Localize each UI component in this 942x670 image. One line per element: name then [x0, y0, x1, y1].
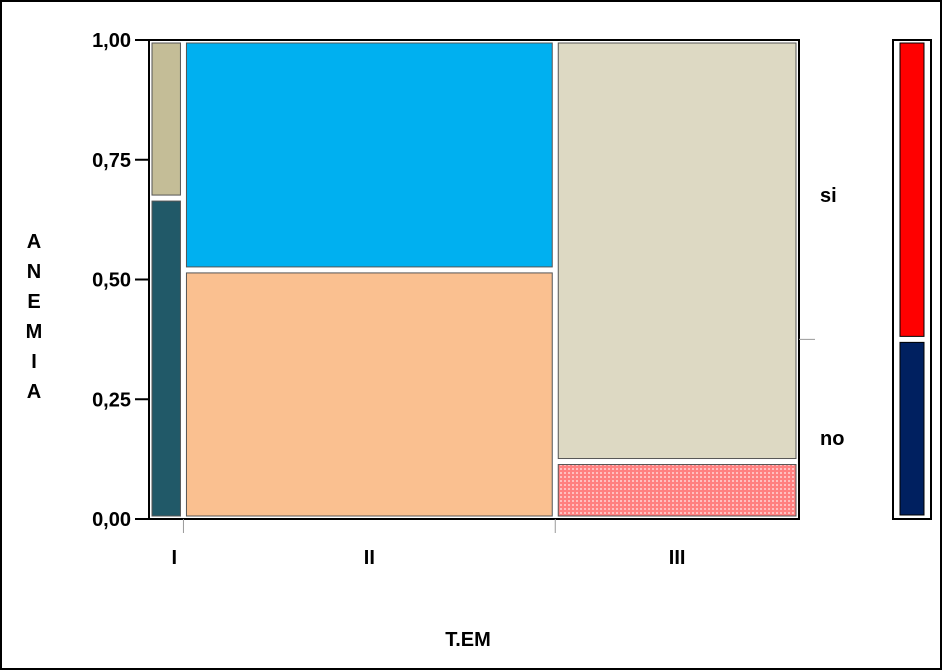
y-axis: 0,00 0,25 0,50 0,75 1,00 — [92, 30, 149, 531]
x-tick-label: II — [364, 547, 375, 569]
tile-iii-si — [557, 42, 797, 460]
y-tick-label: 0,25 — [92, 389, 131, 411]
tile-i-si — [151, 42, 181, 196]
overall-proportion-bar — [892, 39, 932, 520]
overall-bar-si — [899, 42, 925, 337]
y-tick-label: 1,00 — [92, 30, 131, 52]
tile-i-no — [151, 200, 181, 517]
y-tick-label: 0,50 — [92, 270, 131, 292]
tile-ii-si — [185, 42, 553, 268]
tile-ii-no — [185, 272, 553, 517]
x-axis-label: T.EM — [445, 629, 491, 651]
x-tick-label: III — [669, 547, 686, 569]
y-tick-label: 0,00 — [92, 509, 131, 531]
level-label-no: no — [820, 428, 844, 450]
level-label-si: si — [820, 185, 837, 207]
x-tick-label: I — [171, 547, 177, 569]
y-tick-label: 0,75 — [92, 150, 131, 172]
tile-iii-no — [557, 464, 797, 517]
overall-bar-no — [899, 341, 925, 516]
plot-area — [148, 39, 800, 520]
x-axis: I II III — [171, 519, 685, 569]
level-labels: si no — [799, 185, 844, 450]
